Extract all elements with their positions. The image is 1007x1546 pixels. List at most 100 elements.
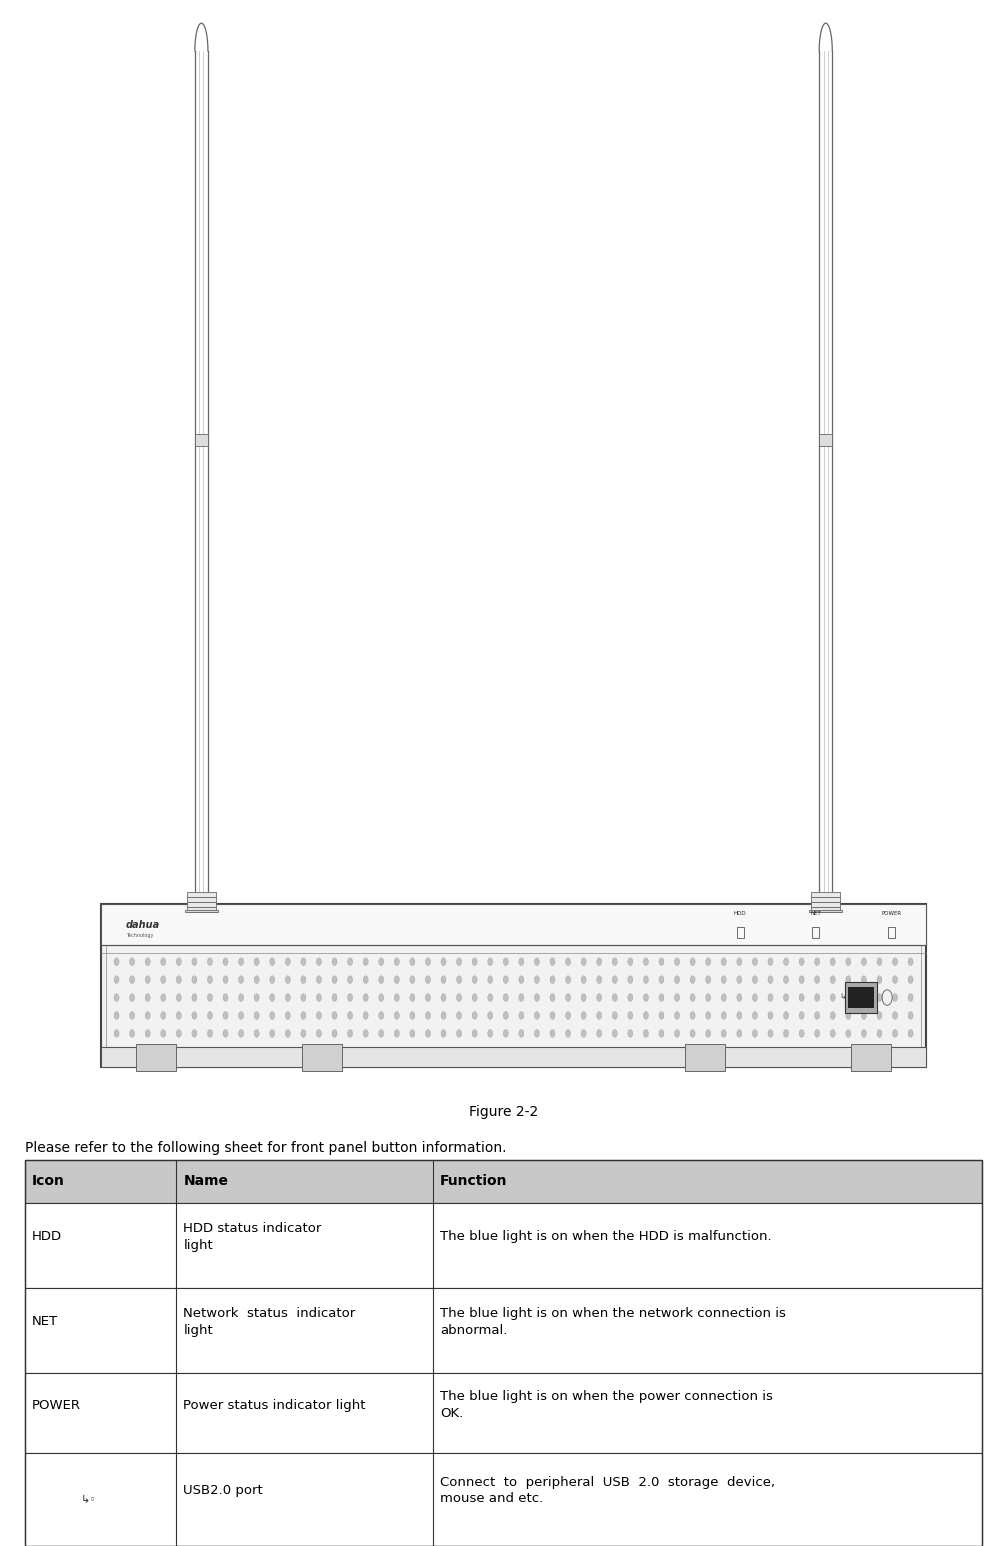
Text: POWER: POWER <box>881 911 901 915</box>
Text: POWER: POWER <box>32 1399 82 1411</box>
Circle shape <box>347 1030 352 1037</box>
Circle shape <box>130 976 135 983</box>
Circle shape <box>487 1011 492 1019</box>
Circle shape <box>783 1011 788 1019</box>
Circle shape <box>627 1030 632 1037</box>
Circle shape <box>192 1030 197 1037</box>
Circle shape <box>550 1030 555 1037</box>
Circle shape <box>627 959 632 966</box>
Circle shape <box>830 959 835 966</box>
Bar <box>813 928 820 938</box>
Circle shape <box>846 1011 851 1019</box>
Circle shape <box>519 994 524 1002</box>
Circle shape <box>783 994 788 1002</box>
Circle shape <box>892 994 897 1002</box>
Circle shape <box>332 1011 337 1019</box>
Circle shape <box>347 1011 352 1019</box>
Circle shape <box>130 959 135 966</box>
Circle shape <box>130 994 135 1002</box>
Text: Figure 2-2: Figure 2-2 <box>469 1105 538 1119</box>
Circle shape <box>441 959 446 966</box>
Circle shape <box>487 976 492 983</box>
Bar <box>101 904 926 1067</box>
Text: The rear panel is shown as below. See Figure 2-3.: The rear panel is shown as below. See Fi… <box>25 1473 368 1487</box>
Circle shape <box>800 1030 805 1037</box>
Circle shape <box>301 959 306 966</box>
Circle shape <box>130 1030 135 1037</box>
Circle shape <box>815 1030 820 1037</box>
Bar <box>302 1044 342 1071</box>
Text: USB2.0 port: USB2.0 port <box>183 1484 263 1497</box>
Circle shape <box>861 1011 866 1019</box>
Circle shape <box>830 994 835 1002</box>
Circle shape <box>176 959 181 966</box>
Circle shape <box>410 1011 415 1019</box>
Circle shape <box>752 1011 757 1019</box>
Circle shape <box>316 959 321 966</box>
Bar <box>25 1288 982 1373</box>
Circle shape <box>441 994 446 1002</box>
Circle shape <box>410 959 415 966</box>
Circle shape <box>395 994 400 1002</box>
Circle shape <box>706 959 711 966</box>
Circle shape <box>675 976 680 983</box>
Circle shape <box>519 1011 524 1019</box>
Circle shape <box>316 1011 321 1019</box>
Circle shape <box>892 976 897 983</box>
Circle shape <box>410 976 415 983</box>
Circle shape <box>815 994 820 1002</box>
Circle shape <box>721 959 726 966</box>
Circle shape <box>441 1011 446 1019</box>
Circle shape <box>285 976 290 983</box>
Circle shape <box>254 994 259 1002</box>
Circle shape <box>285 994 290 1002</box>
Circle shape <box>643 976 649 983</box>
Circle shape <box>395 1030 400 1037</box>
Circle shape <box>176 1011 181 1019</box>
Circle shape <box>145 959 150 966</box>
Text: 2.2  Rear Panel: 2.2 Rear Panel <box>25 1419 203 1439</box>
Bar <box>812 901 840 908</box>
Circle shape <box>347 994 352 1002</box>
Bar <box>25 1453 982 1546</box>
Circle shape <box>721 994 726 1002</box>
Circle shape <box>114 976 119 983</box>
Circle shape <box>504 994 509 1002</box>
Circle shape <box>270 976 275 983</box>
Circle shape <box>145 1030 150 1037</box>
Circle shape <box>597 959 602 966</box>
Bar <box>25 1373 982 1453</box>
Text: 10: 10 <box>964 1520 982 1534</box>
Text: The blue light is on when the network connection is
abnormal.: The blue light is on when the network co… <box>440 1306 785 1337</box>
Circle shape <box>815 1011 820 1019</box>
Circle shape <box>675 994 680 1002</box>
Circle shape <box>504 1030 509 1037</box>
Bar <box>685 1044 725 1071</box>
Bar <box>845 982 877 1013</box>
Circle shape <box>285 1030 290 1037</box>
Circle shape <box>643 1011 649 1019</box>
Circle shape <box>207 976 212 983</box>
Text: dahua: dahua <box>126 920 160 929</box>
Bar <box>25 1160 982 1203</box>
Bar <box>187 897 215 901</box>
Circle shape <box>425 959 430 966</box>
Circle shape <box>550 976 555 983</box>
Bar <box>812 897 840 901</box>
Bar <box>888 928 895 938</box>
Circle shape <box>581 994 586 1002</box>
Circle shape <box>270 959 275 966</box>
Circle shape <box>410 1030 415 1037</box>
Circle shape <box>332 959 337 966</box>
Circle shape <box>690 1030 695 1037</box>
Bar <box>187 908 215 912</box>
Circle shape <box>597 1030 602 1037</box>
Circle shape <box>395 1011 400 1019</box>
Circle shape <box>254 959 259 966</box>
Circle shape <box>706 1011 711 1019</box>
Circle shape <box>675 1030 680 1037</box>
Circle shape <box>316 976 321 983</box>
Circle shape <box>752 959 757 966</box>
Circle shape <box>425 976 430 983</box>
Circle shape <box>161 994 166 1002</box>
